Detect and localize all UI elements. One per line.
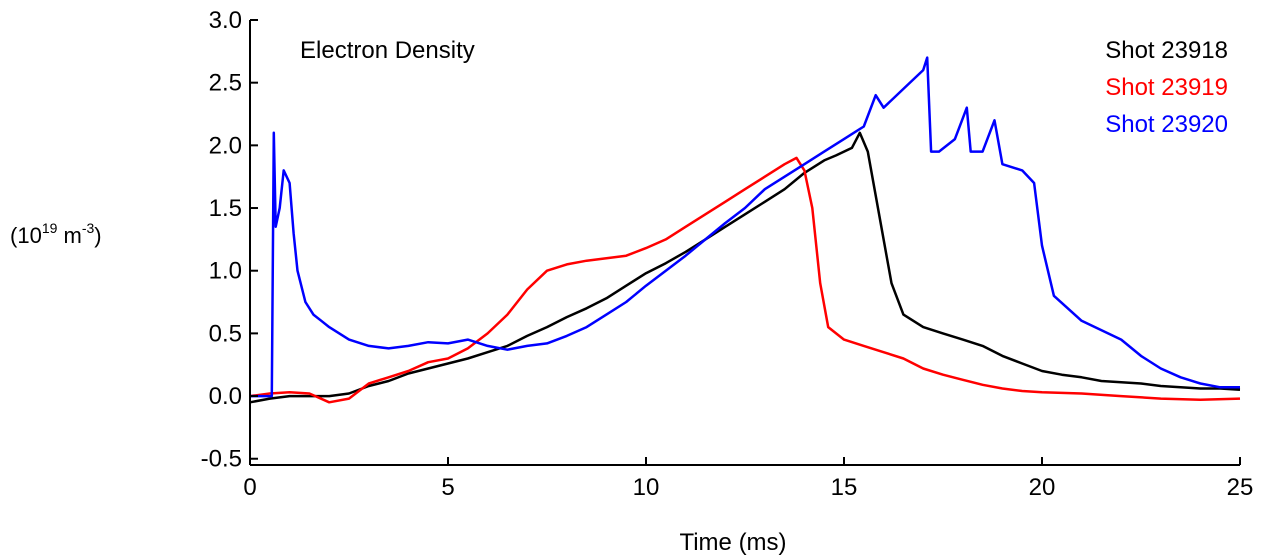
y-tick-label: 1.5 [209,195,242,222]
x-tick-label: 0 [243,474,256,501]
y-tick-label: 2.5 [209,70,242,97]
y-axis-unit: m [64,223,82,248]
y-axis-unit-exponent: -3 [82,220,95,236]
y-tick-label: -0.5 [201,446,242,473]
y-tick-label: 0.0 [209,383,242,410]
axes-layer [249,20,1240,466]
y-tick-label: 1.0 [209,258,242,285]
legend-entry-shot-23919: Shot 23919 [1105,74,1228,101]
legend-entry-shot-23918: Shot 23918 [1105,37,1228,64]
x-tick-label: 15 [831,474,858,501]
y-tick-label: 3.0 [209,7,242,34]
plot-layer [249,56,1241,404]
series-line-shot-23920 [250,56,1240,398]
y-axis-exponent: 19 [42,220,58,236]
x-axis-title: Time (ms) [679,529,786,556]
y-tick-label: 0.5 [209,320,242,347]
legend-entry-shot-23920: Shot 23920 [1105,111,1228,138]
legend: Shot 23918 Shot 23919 Shot 23920 [1105,37,1228,138]
x-tick-label: 5 [441,474,454,501]
series-line-shot-23918 [249,131,1241,404]
x-tick-label: 10 [633,474,660,501]
series-line-shot-23919 [249,156,1241,404]
chart-title: Electron Density [300,37,475,64]
y-tick-label: 2.0 [209,132,242,159]
x-tick-label: 20 [1029,474,1056,501]
x-tick-label: 25 [1227,474,1254,501]
ticks-layer: -0.5 0.0 0.5 1.0 1.5 2.0 2.5 3.0 0 5 10 15 20 25 [201,7,1254,501]
y-axis-base: 10 [17,223,41,248]
y-axis-title: (1019 m-3) [10,220,102,248]
